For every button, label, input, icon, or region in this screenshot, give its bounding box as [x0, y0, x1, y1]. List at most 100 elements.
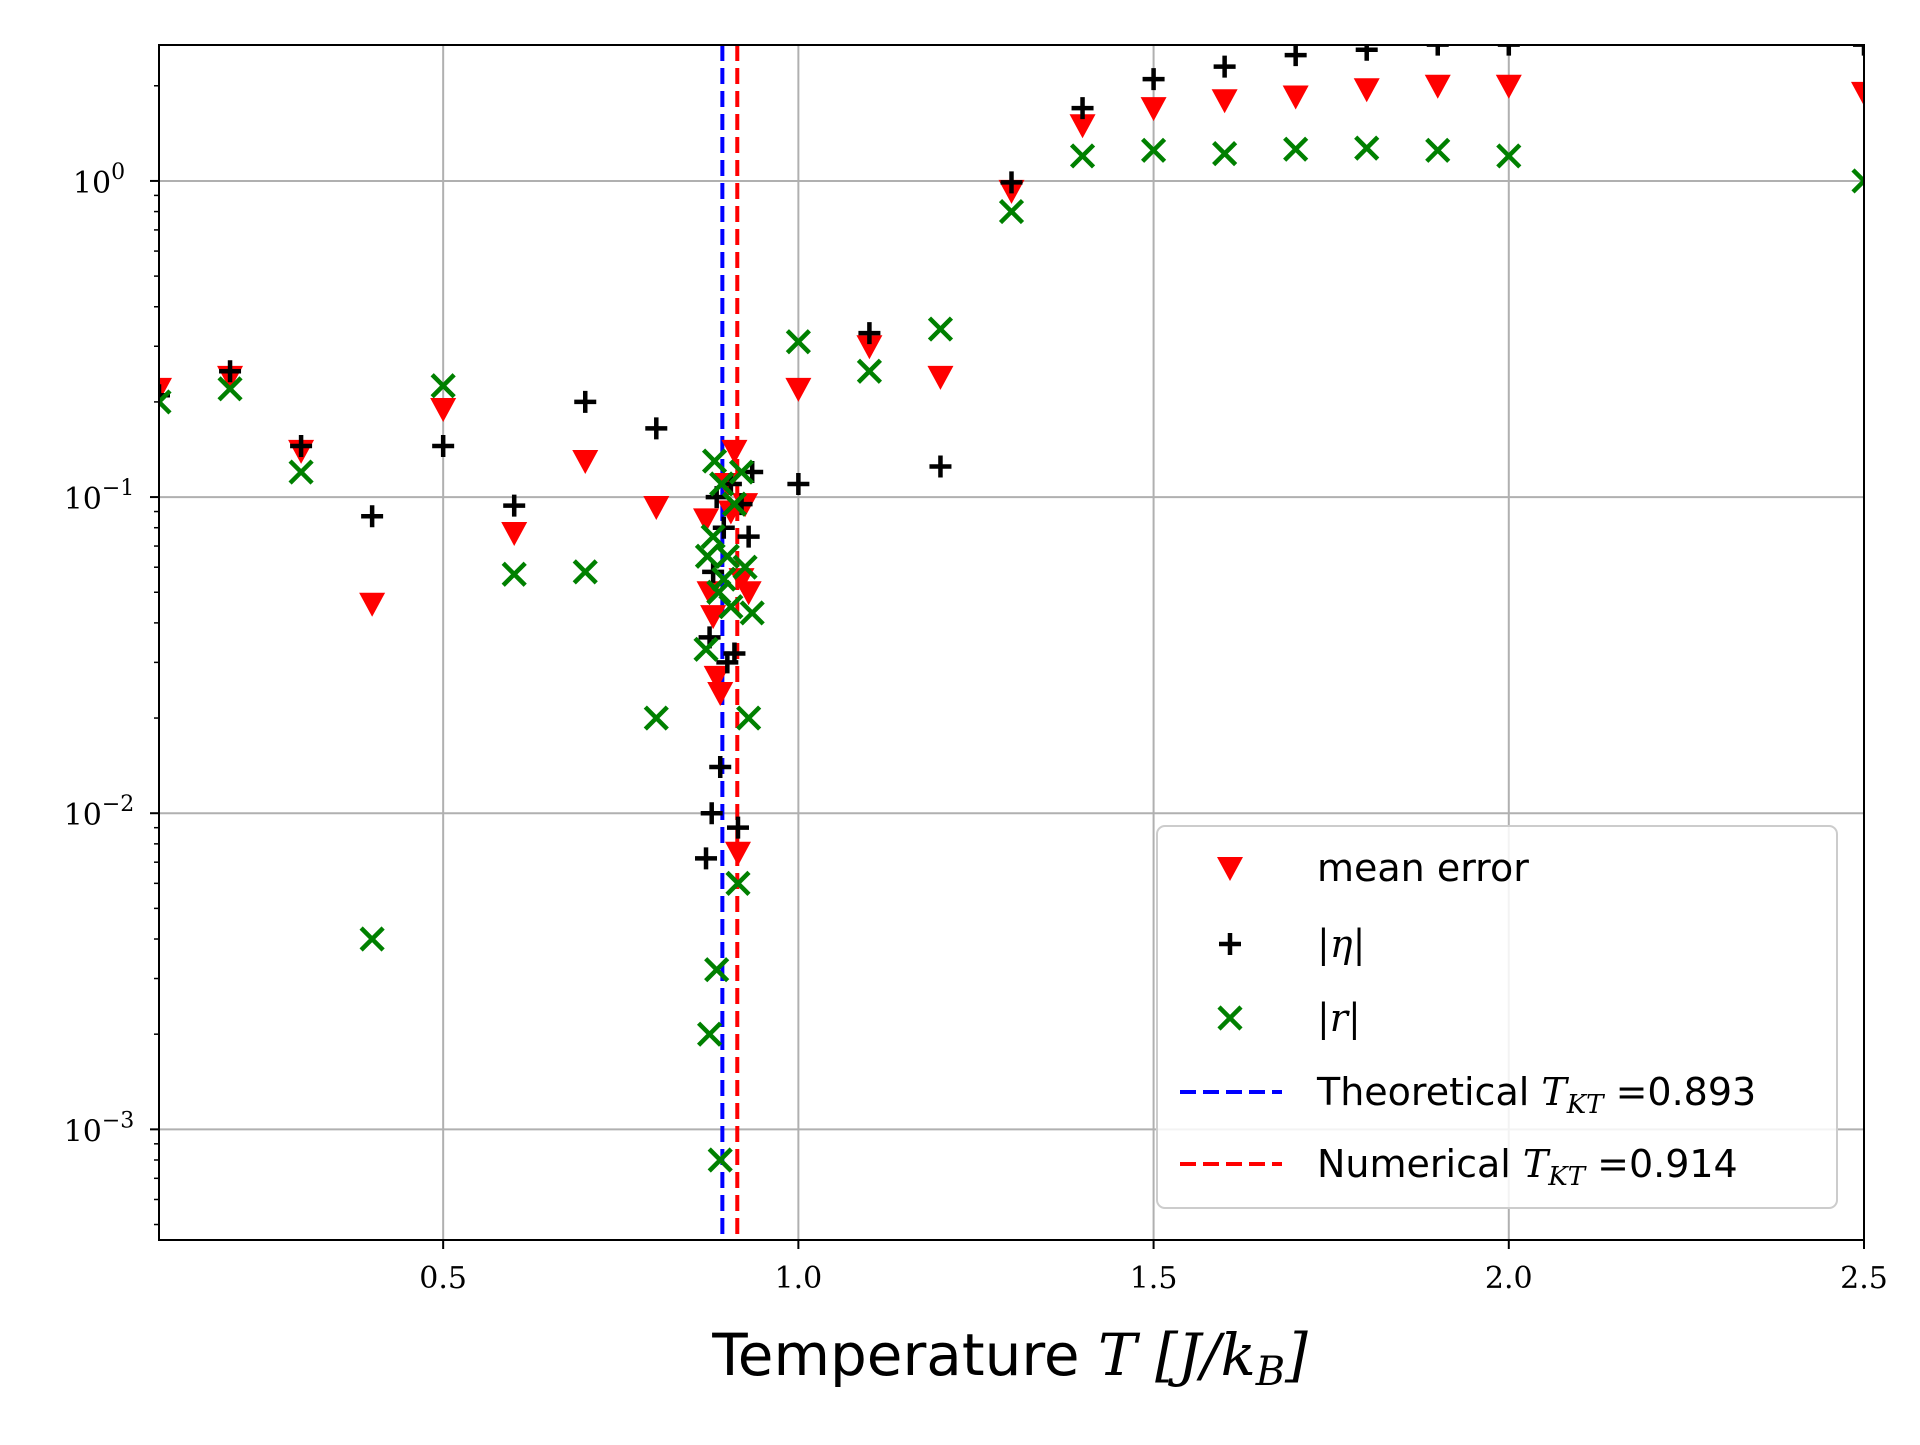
r-point: [856, 358, 883, 384]
r-point: [728, 459, 755, 485]
x-tick-label: 2.5: [1840, 1261, 1888, 1296]
eta-point: [709, 756, 732, 779]
eta-point: [1355, 45, 1378, 61]
x-tick-label: 2.0: [1485, 1261, 1533, 1296]
mean-error-point: [643, 496, 670, 521]
vline-layer: [720, 45, 740, 1240]
eta-point: [787, 472, 810, 495]
eta-point: [858, 322, 881, 345]
mean-error-point: [1211, 89, 1238, 114]
r-point: [288, 459, 314, 485]
mean-error-point: [1424, 74, 1451, 99]
legend-swatch-r: [1217, 1005, 1243, 1031]
legend-swatch-eta: [1219, 933, 1241, 955]
mean-error-point: [700, 605, 727, 630]
r-point: [1354, 135, 1380, 161]
legend-label-mean: mean error: [1317, 846, 1529, 890]
r-point: [1496, 143, 1522, 169]
r-point: [1212, 141, 1238, 167]
mean-error-point: [1495, 74, 1522, 99]
mean-error-point: [1353, 78, 1380, 103]
eta-point: [1284, 45, 1307, 67]
r-point: [430, 373, 456, 399]
r-point: [711, 566, 737, 592]
r-point: [217, 376, 243, 402]
eta-point: [695, 847, 718, 870]
y-tick-label: 100: [73, 160, 125, 201]
r-point: [927, 316, 954, 342]
y-tick-label: 10−1: [64, 476, 135, 517]
mean-error-point: [1140, 97, 1167, 122]
tick-layer: 0.5 1.0 1.5 2.0 2.5 100 10−1 10−2 10−3: [64, 85, 1888, 1296]
eta-point: [700, 802, 723, 825]
r-point: [1140, 137, 1167, 163]
eta-point: [1142, 68, 1165, 91]
r-point: [1283, 136, 1309, 162]
legend-label-eta: |η|: [1317, 922, 1365, 966]
eta-point: [741, 461, 764, 484]
eta-point: [1071, 97, 1094, 120]
eta-point: [361, 505, 384, 528]
mean-error-point: [927, 365, 954, 390]
r-point: [572, 559, 598, 585]
eta-point: [726, 816, 749, 839]
eta-point: [503, 494, 526, 517]
eta-point: [929, 455, 952, 478]
eta-point: [1497, 45, 1520, 56]
r-point: [1851, 168, 1864, 194]
r-point: [1425, 137, 1451, 163]
legend-label-num: Numerical TKT =0.914: [1317, 1142, 1738, 1192]
mean-error-point: [430, 397, 457, 422]
r-point: [704, 957, 730, 983]
x-tick-label: 1.5: [1130, 1261, 1178, 1296]
r-point: [700, 523, 726, 550]
r-point: [725, 870, 751, 896]
r-point: [696, 1021, 723, 1047]
r-point: [694, 543, 721, 569]
mean-error-point: [724, 841, 751, 866]
eta-point: [1000, 171, 1023, 194]
mean-error-point: [1282, 85, 1309, 110]
eta-point: [645, 417, 668, 440]
legend: mean error |η| |r| Theoretical TKT =0.893 Nu…: [1156, 825, 1838, 1209]
legend-swatch-mean-error: [1217, 857, 1243, 881]
r-point: [718, 594, 744, 620]
eta-point: [1213, 55, 1236, 78]
mean-error-point: [856, 335, 883, 360]
x-tick-label: 1.0: [775, 1261, 823, 1296]
legend-box: [1156, 825, 1838, 1209]
x-tick-label: 0.5: [419, 1261, 467, 1296]
legend-label-r: |r|: [1317, 996, 1361, 1040]
r-point: [736, 705, 762, 731]
r-point: [739, 600, 765, 626]
r-point: [998, 198, 1025, 225]
mean-error-point: [703, 665, 730, 690]
mean-error-point: [721, 439, 748, 464]
r-point: [732, 554, 758, 580]
eta-point: [737, 525, 760, 548]
mean-error-point: [501, 521, 528, 546]
x-axis-title-text: Temperature T [J/kB]: [711, 1321, 1308, 1395]
mean-error-point: [735, 581, 762, 606]
r-point: [159, 389, 172, 415]
legend-label-theo: Theoretical TKT =0.893: [1316, 1070, 1756, 1120]
eta-point: [432, 435, 455, 458]
r-point: [701, 448, 728, 474]
plot-frame: [158, 44, 1865, 1241]
marker-layer: [159, 45, 1864, 1173]
x-axis-title: Temperature T [J/kB]: [711, 1321, 1308, 1395]
mean-error-point: [707, 682, 734, 707]
mean-error-point: [359, 592, 386, 617]
r-point: [721, 491, 748, 517]
r-point: [501, 561, 527, 587]
mean-error-point: [693, 508, 720, 533]
mean-error-point: [572, 450, 599, 475]
r-point: [359, 926, 385, 952]
eta-point: [1426, 45, 1449, 56]
r-point: [693, 636, 719, 662]
eta-point: [723, 642, 746, 665]
eta-point: [219, 360, 242, 383]
mean-error-point: [785, 377, 812, 402]
